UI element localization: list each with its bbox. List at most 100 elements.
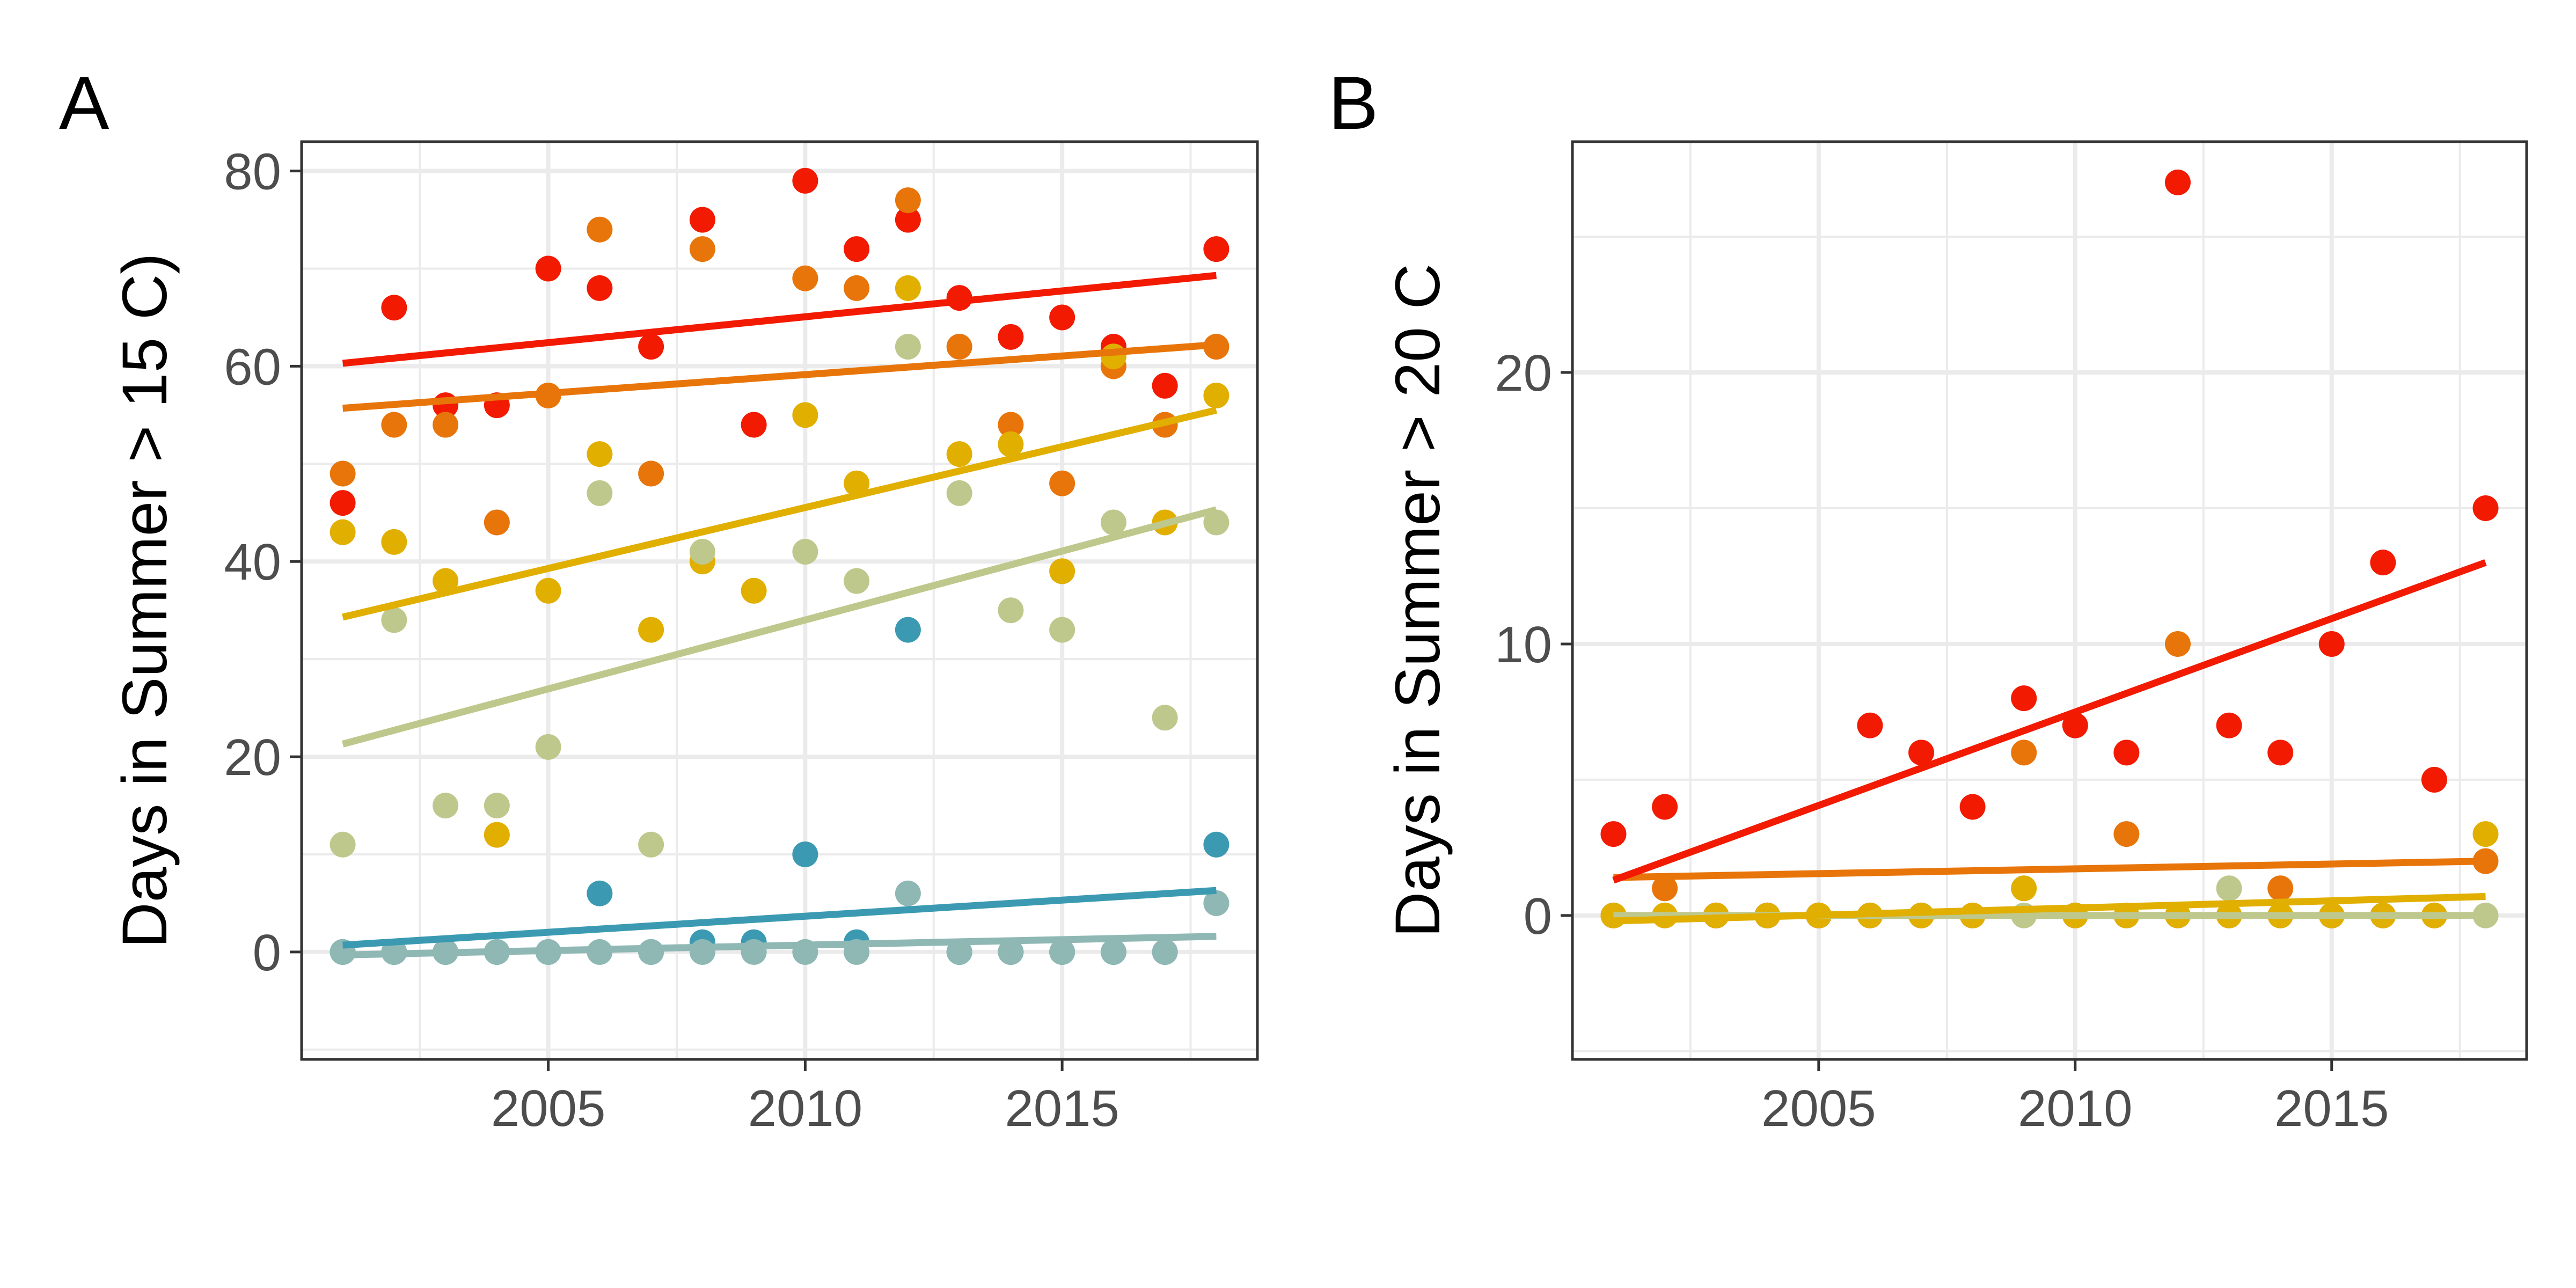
- data-point: [2267, 740, 2294, 766]
- data-point: [2472, 495, 2499, 521]
- trend-line-4: [341, 506, 1218, 748]
- data-point: [1049, 470, 1075, 496]
- data-point: [2216, 875, 2242, 902]
- data-point: [484, 822, 510, 848]
- x-tick-label: 2010: [748, 1080, 863, 1137]
- data-point: [1908, 740, 1935, 766]
- data-point: [792, 265, 818, 291]
- panel-label: B: [1328, 61, 1378, 145]
- data-point: [1100, 343, 1126, 370]
- data-point: [1152, 939, 1178, 965]
- y-tick-label: 60: [224, 338, 281, 396]
- data-point: [2318, 631, 2345, 657]
- data-point: [844, 275, 870, 301]
- data-point: [1049, 939, 1075, 965]
- data-point: [638, 334, 664, 360]
- data-point: [895, 334, 921, 360]
- data-point: [946, 939, 972, 965]
- data-point: [998, 597, 1024, 624]
- data-point: [1203, 831, 1230, 858]
- data-point: [2113, 740, 2140, 766]
- data-point: [1049, 558, 1075, 584]
- trend-line-2: [342, 341, 1217, 412]
- data-point: [895, 275, 921, 301]
- data-point: [2062, 712, 2088, 738]
- data-point: [998, 939, 1024, 965]
- data-point: [895, 617, 921, 643]
- data-point: [1203, 382, 1230, 408]
- data-point: [1600, 821, 1627, 847]
- data-point: [792, 402, 818, 428]
- data-point: [330, 460, 356, 487]
- data-point: [330, 519, 356, 545]
- data-point: [844, 568, 870, 594]
- data-point: [792, 167, 818, 194]
- data-point: [638, 617, 664, 643]
- data-point: [689, 539, 715, 565]
- data-point: [1652, 794, 1678, 820]
- data-point: [381, 529, 407, 555]
- plot-border: [1571, 140, 2528, 1061]
- data-point: [2216, 712, 2242, 738]
- data-point: [689, 939, 715, 965]
- trend-line-1: [342, 272, 1217, 367]
- y-axis-title: Days in Summer > 20 C: [1382, 264, 1453, 938]
- panel-a: 2005 2010 2015 0 20 40 60 80 Days in Summer > 15…: [59, 61, 1259, 1137]
- data-point: [1152, 705, 1178, 731]
- data-point: [638, 460, 664, 487]
- data-point: [1049, 617, 1075, 643]
- data-point: [638, 831, 664, 858]
- data-point: [2011, 740, 2037, 766]
- plot-background: [302, 142, 1257, 1059]
- x-tick-label: 2010: [2018, 1080, 2133, 1137]
- trend-line-3: [1612, 559, 2487, 884]
- data-point: [792, 841, 818, 867]
- data-point: [844, 236, 870, 262]
- data-point: [2267, 875, 2294, 902]
- y-tick-label: 0: [253, 924, 281, 982]
- data-point: [2472, 821, 2499, 847]
- x-tick-label: 2015: [1005, 1080, 1119, 1137]
- data-point: [330, 831, 356, 858]
- data-point: [2011, 685, 2037, 712]
- data-point: [1203, 509, 1230, 536]
- data-point: [484, 509, 510, 536]
- data-point: [587, 880, 613, 906]
- data-point: [895, 880, 921, 906]
- data-point: [741, 412, 767, 438]
- trend-line-5: [342, 887, 1217, 949]
- data-point: [689, 236, 715, 262]
- data-point: [998, 324, 1024, 350]
- data-point: [1100, 939, 1126, 965]
- data-point: [433, 568, 459, 594]
- data-point: [895, 187, 921, 214]
- trend-line-4: [1613, 892, 2486, 925]
- series-4: [330, 334, 1230, 858]
- x-tick-label: 2005: [491, 1080, 606, 1137]
- data-point: [535, 577, 561, 604]
- data-point: [2113, 821, 2140, 847]
- data-point: [1203, 890, 1230, 916]
- data-point: [998, 431, 1024, 457]
- data-point: [433, 412, 459, 438]
- data-point: [381, 412, 407, 438]
- data-point: [535, 734, 561, 760]
- data-point: [1203, 236, 1230, 262]
- data-point: [1652, 875, 1678, 902]
- trend-line-2: [1613, 858, 2486, 881]
- y-tick-label: 10: [1495, 616, 1552, 674]
- data-point: [2421, 766, 2447, 793]
- data-point: [381, 607, 407, 633]
- data-point: [1152, 372, 1178, 399]
- data-point: [844, 470, 870, 496]
- y-tick-label: 20: [1495, 345, 1552, 402]
- panel-label: A: [59, 61, 109, 145]
- data-point: [1100, 509, 1126, 536]
- data-point: [2164, 631, 2191, 657]
- data-point: [1857, 712, 1883, 738]
- data-point: [330, 490, 356, 516]
- x-tick-label: 2005: [1761, 1080, 1876, 1137]
- data-point: [895, 207, 921, 233]
- data-point: [946, 334, 972, 360]
